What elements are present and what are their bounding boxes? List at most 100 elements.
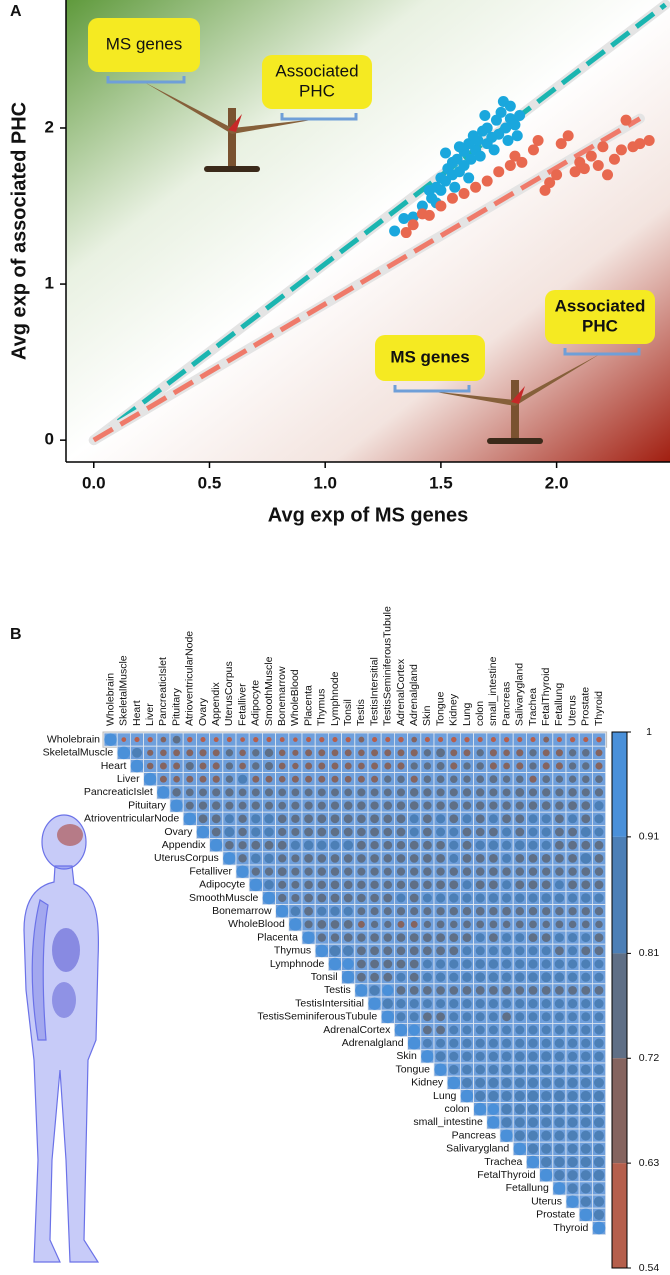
correlation-mark xyxy=(568,801,578,811)
correlation-mark xyxy=(264,788,274,797)
correlation-mark xyxy=(330,854,340,863)
column-label: AdrenalCortex xyxy=(395,658,407,726)
row-label: Prostate xyxy=(536,1209,575,1221)
correlation-mark xyxy=(436,814,446,824)
correlation-mark xyxy=(462,814,472,824)
correlation-mark xyxy=(172,735,181,744)
correlation-mark xyxy=(304,906,314,916)
correlation-mark xyxy=(315,944,329,958)
correlation-mark xyxy=(475,1077,486,1088)
correlation-mark xyxy=(515,986,525,995)
correlation-mark xyxy=(292,749,299,756)
dashed-line xyxy=(92,2,667,443)
correlation-mark xyxy=(581,907,590,916)
correlation-mark xyxy=(264,748,274,758)
correlation-mark xyxy=(409,999,419,1009)
row-label: Skin xyxy=(396,1050,417,1062)
correlation-mark xyxy=(358,736,365,743)
correlation-mark xyxy=(541,853,551,863)
row-label: Pancreas xyxy=(452,1129,496,1141)
correlation-mark xyxy=(396,827,406,837)
correlation-mark xyxy=(502,880,512,890)
correlation-mark xyxy=(185,788,194,797)
correlation-mark xyxy=(503,736,510,743)
correlation-mark xyxy=(291,788,300,797)
correlation-mark xyxy=(541,1143,552,1154)
correlation-mark xyxy=(450,762,458,770)
correlation-mark xyxy=(435,972,446,982)
column-label: Adipocyte xyxy=(250,680,262,726)
correlation-mark xyxy=(475,867,485,876)
correlation-mark xyxy=(475,1038,485,1048)
point xyxy=(389,225,401,237)
correlation-mark xyxy=(304,853,314,863)
correlation-mark xyxy=(370,867,379,876)
y-axis-label: Avg exp of associated PHC xyxy=(8,102,30,360)
correlation-mark xyxy=(291,814,300,824)
correlation-mark xyxy=(568,959,578,969)
correlation-mark xyxy=(568,893,578,903)
correlation-mark xyxy=(594,788,604,797)
correlation-mark xyxy=(224,827,235,837)
correlation-mark xyxy=(370,814,380,824)
correlation-mark xyxy=(291,893,300,903)
correlation-mark xyxy=(211,827,221,837)
correlation-mark xyxy=(488,880,498,890)
correlation-mark xyxy=(318,749,326,757)
correlation-mark xyxy=(541,814,551,824)
correlation-mark xyxy=(449,801,459,810)
correlation-mark xyxy=(130,759,144,773)
row-label: SkeletalMuscle xyxy=(43,747,114,759)
point xyxy=(400,227,412,239)
correlation-mark xyxy=(515,920,524,929)
correlation-mark xyxy=(462,959,472,969)
correlation-mark xyxy=(463,775,471,783)
correlation-mark xyxy=(317,854,327,863)
column-label: Kidney xyxy=(448,693,460,726)
correlation-mark xyxy=(528,853,538,863)
correlation-mark xyxy=(567,1130,578,1141)
annotation-bracket xyxy=(280,113,358,121)
correlation-mark xyxy=(357,880,366,890)
row-label: Liver xyxy=(117,773,140,785)
correlation-mark xyxy=(568,946,578,956)
correlation-mark xyxy=(594,840,604,850)
correlation-mark xyxy=(594,946,604,956)
correlation-mark xyxy=(330,920,340,929)
correlation-mark xyxy=(488,1051,499,1062)
correlation-mark xyxy=(383,854,393,863)
y-tick-label: 0 xyxy=(45,430,54,449)
colorbar-tick-label: 0.72 xyxy=(639,1052,660,1064)
correlation-mark xyxy=(331,788,339,797)
annotation-text: MS genes xyxy=(106,34,183,53)
row-label: Placenta xyxy=(257,931,298,943)
correlation-mark xyxy=(568,853,578,863)
correlation-mark xyxy=(502,1012,512,1022)
correlation-mark xyxy=(423,788,432,797)
annotation-text: MS genes xyxy=(390,347,469,366)
correlation-mark xyxy=(567,972,578,982)
correlation-mark xyxy=(542,907,551,916)
correlation-mark xyxy=(449,840,459,850)
row-label: Lymphnode xyxy=(270,958,325,970)
correlation-mark xyxy=(528,1117,538,1128)
correlation-mark xyxy=(449,1025,459,1035)
correlation-mark xyxy=(515,959,525,969)
correlation-mark xyxy=(462,867,472,876)
correlation-mark xyxy=(160,749,167,757)
row-label: Wholebrain xyxy=(47,733,100,745)
correlation-mark xyxy=(200,737,206,743)
correlation-mark xyxy=(289,918,302,931)
correlation-mark xyxy=(503,749,510,757)
correlation-mark xyxy=(528,1038,538,1048)
balance-base xyxy=(204,166,260,172)
correlation-mark xyxy=(345,736,351,743)
column-label: colon xyxy=(474,701,486,726)
annotation-text: PHC xyxy=(299,81,335,100)
column-label: Adrenalgland xyxy=(408,664,420,726)
correlation-mark xyxy=(554,1077,565,1088)
correlation-mark xyxy=(542,762,550,770)
correlation-mark xyxy=(527,1104,539,1115)
correlation-mark xyxy=(434,1063,447,1076)
correlation-mark xyxy=(225,762,234,770)
